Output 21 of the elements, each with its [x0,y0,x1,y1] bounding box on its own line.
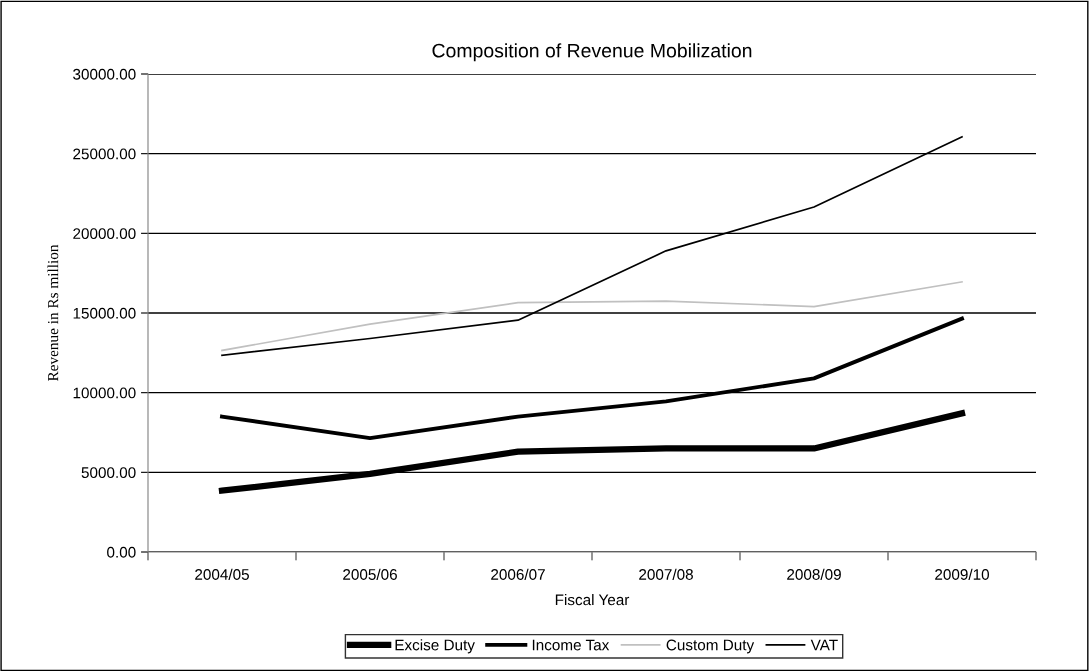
x-tick-label: 2004/05 [195,568,249,580]
x-tick-label: 2006/07 [491,568,545,580]
y-tick-label: 25000.00 [73,148,136,160]
legend-label: Income Tax [532,639,610,651]
chart-title: Composition of Revenue Mobilization [432,43,752,62]
y-tick-label: 20000.00 [73,228,136,240]
x-axis-title: Fiscal Year [555,594,630,606]
y-tick-label: 15000.00 [73,307,136,319]
legend-label: Excise Duty [395,639,475,654]
x-tick-label: 2008/09 [787,568,841,580]
y-tick-label: 10000.00 [73,387,136,399]
legend-label: VAT [810,639,838,651]
x-tick-label: 2009/10 [935,568,990,580]
y-axis-title: Revenue in Rs million [47,244,59,382]
x-tick-label: 2005/06 [343,568,397,580]
line-series [221,281,963,352]
y-tick-label: 0.00 [107,546,136,558]
y-tick-label: 30000.00 [73,68,136,80]
x-tick-label: 2007/08 [639,568,693,580]
legend-label: Custom Duty [666,639,755,654]
y-tick-label: 5000.00 [81,467,136,479]
